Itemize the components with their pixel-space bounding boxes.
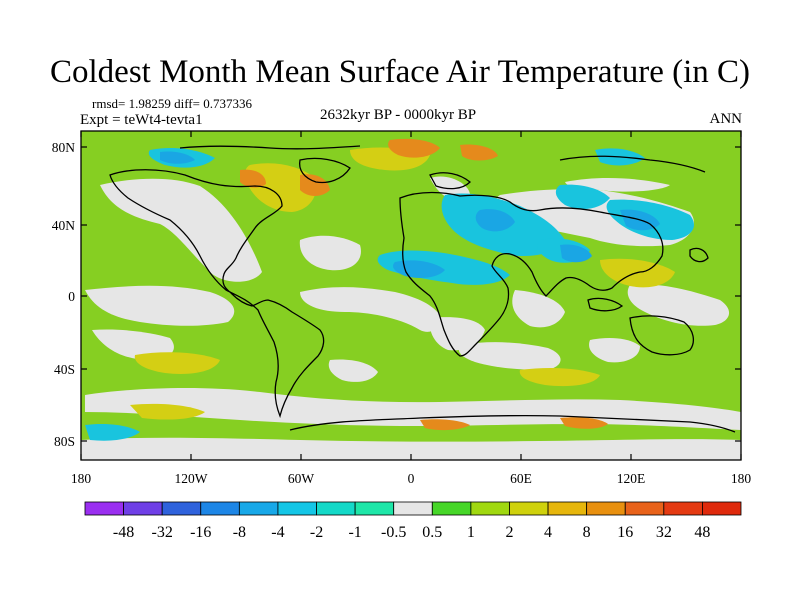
x-tick-label: 120W <box>175 471 208 486</box>
y-tick-label: 80N <box>52 140 76 155</box>
x-tick-label: 60W <box>288 471 315 486</box>
colorbar-swatch <box>393 501 433 516</box>
colorbar-swatch <box>277 501 317 516</box>
x-tick-label: 60E <box>510 471 532 486</box>
colorbar-label: -16 <box>190 524 211 541</box>
colorbar-label: 8 <box>583 524 591 541</box>
colorbar-swatch <box>123 501 163 516</box>
season-label: ANN <box>709 111 743 127</box>
colorbar-label: 4 <box>544 524 552 541</box>
colorbar-swatch <box>354 501 395 516</box>
colorbar-swatch <box>702 501 742 516</box>
colorbar-label: 16 <box>617 524 633 541</box>
colorbar-label: 2 <box>505 524 513 541</box>
y-tick-label: 80S <box>54 434 75 449</box>
map-title: Coldest Month Mean Surface Air Temperatu… <box>50 54 750 90</box>
y-tick-label: 0 <box>68 289 75 304</box>
coastlines <box>109 145 736 433</box>
experiment-line: Expt = teWt4-tevta1 <box>80 112 203 128</box>
colorbar-label: 0.5 <box>422 524 442 541</box>
colorbar-swatch <box>624 501 665 516</box>
x-tick-label: 0 <box>408 471 415 486</box>
colorbar-swatch <box>586 501 626 516</box>
x-tick-label: 180 <box>71 471 92 486</box>
colorbar-swatch <box>547 501 588 516</box>
colorbar-swatch <box>663 501 703 516</box>
colorbar-swatch <box>84 501 124 516</box>
colorbar-swatch <box>470 501 510 516</box>
hot-anomaly-regions <box>240 138 608 431</box>
colorbar-label: -1 <box>348 524 361 541</box>
map-field <box>81 131 741 460</box>
x-tick-label: 180 <box>731 471 752 486</box>
colorbar-swatch <box>431 501 472 516</box>
colorbar-swatch <box>316 501 356 516</box>
x-tick-label: 120E <box>617 471 646 486</box>
y-tick-label: 40S <box>54 362 75 377</box>
colorbar-label: -48 <box>113 524 134 541</box>
colorbar-swatch <box>509 501 549 516</box>
colorbar-swatch <box>161 501 202 516</box>
stats-line: rmsd= 1.98259 diff= 0.737336 <box>92 96 252 111</box>
colorbar-label: -4 <box>271 524 284 541</box>
colorbar-label: -8 <box>233 524 246 541</box>
colorbar-swatch <box>238 501 279 516</box>
axis-ticks: 180 120W 60W 0 60E 120E 180 80N 40N 0 40S 80S <box>52 131 752 486</box>
period-line: 2632kyr BP - 0000kyr BP <box>320 107 477 123</box>
colorbar: -48 -32 -16 -8 -4 -2 -1 -0.5 0.5 1 2 4 8 16 32 48 <box>84 501 742 541</box>
colorbar-swatch <box>200 501 240 516</box>
colorbar-label: -0.5 <box>381 524 406 541</box>
colorbar-label: -2 <box>310 524 323 541</box>
colorbar-label: 1 <box>467 524 475 541</box>
y-tick-label: 40N <box>52 218 76 233</box>
colorbar-label: 32 <box>656 524 672 541</box>
colorbar-label: 48 <box>694 524 710 541</box>
colorbar-label: -32 <box>152 524 173 541</box>
